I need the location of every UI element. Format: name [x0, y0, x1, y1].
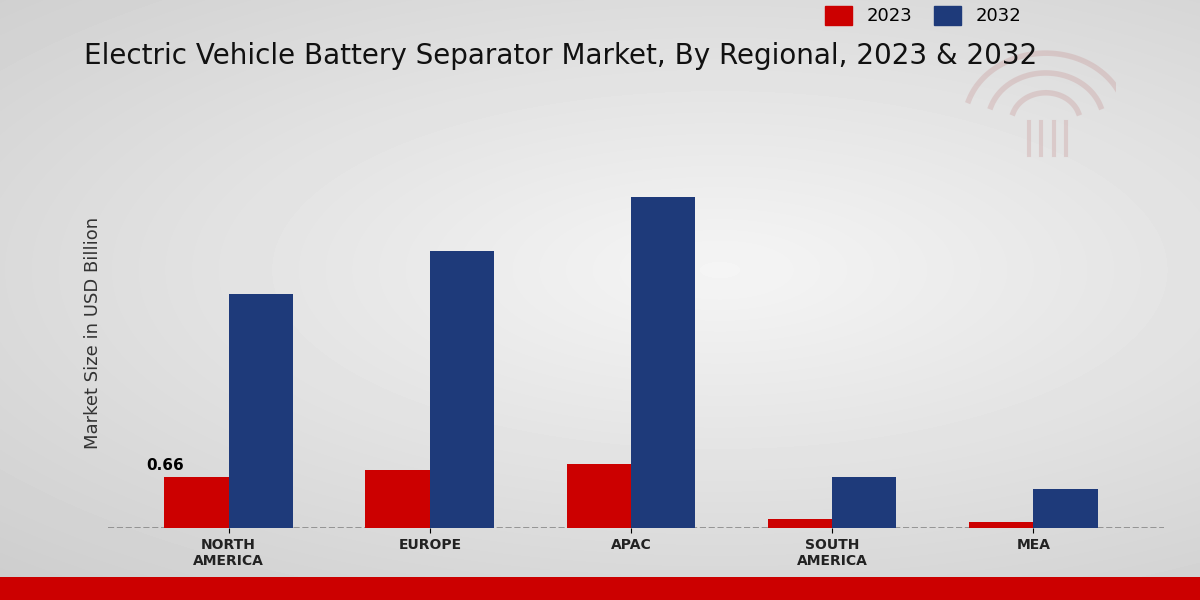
Bar	[229, 294, 293, 528]
Bar	[366, 469, 430, 528]
Legend: 2023, 2032: 2023, 2032	[817, 0, 1028, 32]
Bar	[0, 577, 1200, 600]
Y-axis label: Market Size in USD Billion: Market Size in USD Billion	[84, 217, 102, 449]
Bar	[832, 478, 896, 528]
Bar	[430, 251, 494, 528]
Bar	[768, 518, 832, 528]
Bar	[1033, 489, 1098, 528]
Bar	[566, 464, 631, 528]
Bar	[631, 196, 695, 528]
Text: 0.66: 0.66	[146, 458, 184, 473]
Text: Electric Vehicle Battery Separator Market, By Regional, 2023 & 2032: Electric Vehicle Battery Separator Marke…	[84, 42, 1037, 70]
Bar	[164, 476, 229, 528]
Bar	[968, 522, 1033, 528]
